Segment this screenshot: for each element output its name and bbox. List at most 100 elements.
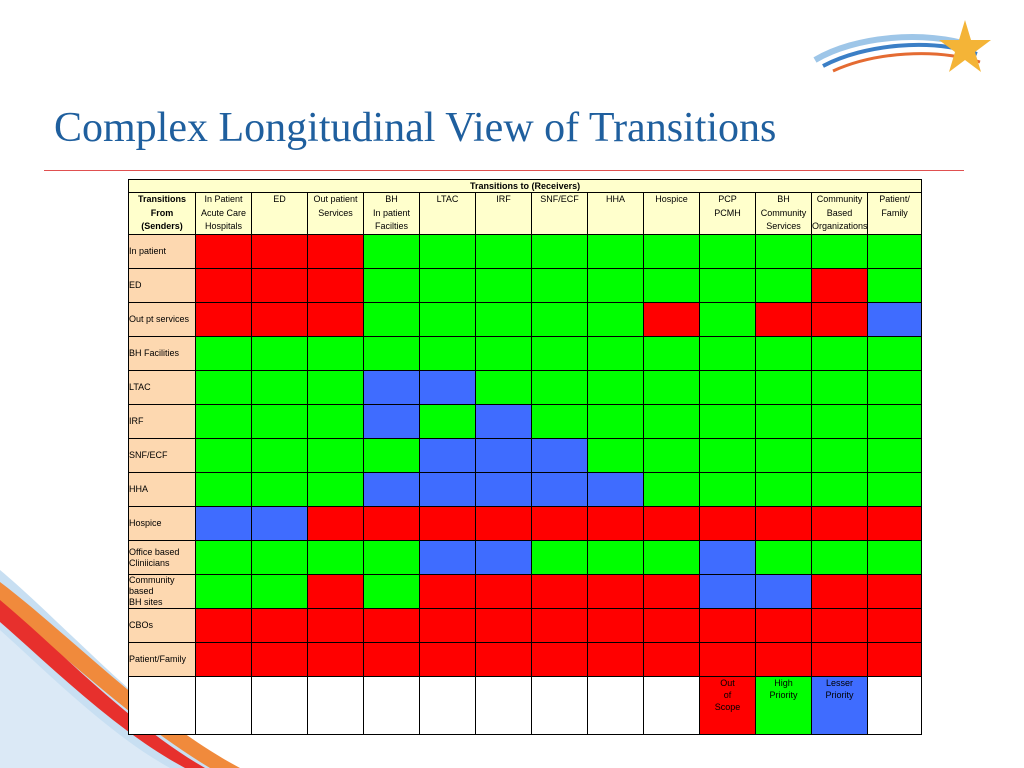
receiver-header-line: BH (777, 194, 790, 204)
legend-blank-cell (307, 676, 364, 735)
matrix-cell (307, 404, 364, 439)
matrix-cell (866, 336, 923, 371)
table-row: BH Facilities (128, 336, 923, 371)
matrix-cell (699, 438, 756, 473)
matrix-cell (475, 472, 532, 507)
receiver-header-line: In patient (372, 207, 411, 218)
matrix-cell (643, 302, 700, 337)
receiver-header-line: Based (826, 207, 853, 218)
matrix-cell (475, 302, 532, 337)
legend-blank-cell (866, 676, 923, 735)
matrix-cell (195, 302, 252, 337)
matrix-cell (363, 642, 420, 677)
table-row: LTAC (128, 370, 923, 405)
matrix-cell (419, 540, 476, 575)
matrix-cell (531, 336, 588, 371)
matrix-cell (811, 302, 868, 337)
matrix-cell (195, 472, 252, 507)
title-divider (44, 170, 964, 171)
matrix-cell (251, 472, 308, 507)
sender-label-line: based (129, 586, 154, 596)
matrix-cell (419, 574, 476, 609)
transitions-matrix: Transitions to (Receivers) Transitions F… (127, 179, 923, 735)
matrix-cell (363, 472, 420, 507)
matrix-cell (419, 608, 476, 643)
matrix-cell (419, 438, 476, 473)
matrix-cell (587, 574, 644, 609)
legend-label-line: Out (720, 678, 735, 688)
receiver-header: LTAC (419, 192, 476, 235)
matrix-cell (531, 506, 588, 541)
matrix-cell (643, 404, 700, 439)
matrix-cell (251, 234, 308, 269)
matrix-cell (866, 506, 923, 541)
sender-label-line: Cliniicians (129, 557, 170, 568)
matrix-cell (419, 234, 476, 269)
legend-label-line: Lesser (825, 678, 853, 688)
matrix-cell (643, 472, 700, 507)
matrix-cell (363, 404, 420, 439)
legend-out-of-scope: Out of Scope (699, 676, 756, 735)
matrix-cell (475, 370, 532, 405)
sender-label: Office based Cliniicians (128, 540, 196, 575)
matrix-cell (363, 438, 420, 473)
matrix-cell (419, 302, 476, 337)
receiver-header: Out patient Services (307, 192, 364, 235)
matrix-cell (755, 506, 812, 541)
sender-label: CBOs (128, 608, 196, 643)
sender-label-line: BH sites (129, 597, 163, 607)
matrix-cell (475, 506, 532, 541)
legend-high-priority: High Priority (755, 676, 812, 735)
matrix-cell (587, 268, 644, 303)
matrix-cell (811, 268, 868, 303)
matrix-cell (195, 404, 252, 439)
matrix-cell (755, 472, 812, 507)
matrix-cell (755, 370, 812, 405)
receiver-header: SNF/ECF (531, 192, 588, 235)
sender-label: BH Facilities (128, 336, 196, 371)
matrix-cell (363, 574, 420, 609)
receiver-header-line: LTAC (436, 194, 459, 204)
matrix-cell (811, 608, 868, 643)
receiver-header: BH Community Services (755, 192, 812, 235)
legend-blank-cell (419, 676, 476, 735)
matrix-cell (866, 234, 923, 269)
matrix-cell (531, 404, 588, 439)
sender-label-line: IRF (129, 416, 144, 426)
matrix-cell (755, 234, 812, 269)
matrix-cell (251, 438, 308, 473)
matrix-cell (866, 608, 923, 643)
matrix-cell (251, 608, 308, 643)
sender-label: Out pt services (128, 302, 196, 337)
matrix-cell (363, 506, 420, 541)
table-row: HHA (128, 472, 923, 507)
matrix-cell (587, 472, 644, 507)
matrix-cell (307, 268, 364, 303)
matrix-cell (643, 268, 700, 303)
receiver-header-line: BH (385, 194, 398, 204)
sender-label-line: Hospice (129, 518, 162, 528)
receiver-header-line: In Patient (204, 194, 243, 204)
matrix-cell (587, 540, 644, 575)
matrix-cell (307, 370, 364, 405)
matrix-cell (475, 404, 532, 439)
legend-blank-cell (475, 676, 532, 735)
legend-blank-cell (643, 676, 700, 735)
receiver-header-line: HHA (605, 194, 625, 204)
matrix-cell (643, 540, 700, 575)
receiver-header-line: Hospitals (204, 221, 242, 231)
matrix-cell (587, 506, 644, 541)
table-row: SNF/ECF (128, 438, 923, 473)
table-row: IRF (128, 404, 923, 439)
matrix-cell (363, 234, 420, 269)
legend-label-line: Priority (769, 690, 798, 700)
matrix-cell (195, 642, 252, 677)
matrix-cell (419, 642, 476, 677)
matrix-cell (643, 574, 700, 609)
receiver-header-line: Facilties (374, 221, 408, 231)
sender-label: IRF (128, 404, 196, 439)
matrix-cell (699, 574, 756, 609)
receiver-header: ED (251, 192, 308, 235)
sender-label: Patient/Family (128, 642, 196, 677)
matrix-cell (363, 268, 420, 303)
